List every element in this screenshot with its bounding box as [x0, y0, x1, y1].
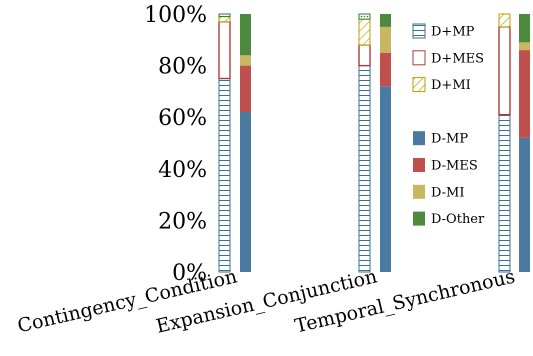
legend-label: D+MI [431, 78, 471, 93]
y-tick-label: 60% [158, 106, 207, 131]
legend-label: D-MES [431, 159, 478, 174]
y-tick-label: 20% [158, 209, 207, 234]
bar-segment-d-other-1 [358, 13, 371, 20]
legend-label: D-MI [431, 185, 465, 200]
bar-segment-d-mp-0 [218, 78, 231, 273]
bar-segment-d-other-1 [380, 14, 391, 27]
legend-swatch [413, 158, 425, 172]
bar-segment-d-mp-1 [358, 65, 371, 273]
bars [218, 13, 530, 273]
legend-swatch [413, 211, 425, 226]
y-axis: 0% 20% 40% 60% 80% 100% [144, 3, 207, 286]
bar-segment-d-mi-2 [519, 42, 530, 51]
bar-segment-d-mes-1 [358, 44, 371, 67]
bar-segment-d-mi-0 [240, 55, 251, 66]
legend-swatch [413, 184, 425, 199]
bar-segment-d-mi-2 [498, 13, 511, 28]
legend-label: D+MP [431, 25, 475, 40]
y-tick-label: 0% [172, 261, 207, 286]
bar-segment-d-other-2 [519, 14, 530, 43]
legend-label: D-Other [431, 212, 485, 227]
legend-swatch [412, 23, 426, 39]
bar-segment-d-mi-1 [380, 26, 391, 53]
bar-segment-d-mp-2 [498, 114, 511, 273]
y-tick-label: 100% [144, 3, 207, 28]
bar-segment-d-mes-0 [240, 65, 251, 113]
bar-segment-d-mes-2 [519, 50, 530, 138]
legend-swatch [413, 131, 425, 146]
legend-label: D+MES [431, 51, 484, 66]
legend-swatch [412, 77, 426, 93]
bar-segment-d-mes-2 [498, 26, 511, 116]
bar-segment-d-other-0 [240, 14, 251, 56]
bar-segment-d-other-0 [218, 13, 231, 18]
bar-segment-d-mes-1 [380, 52, 391, 87]
y-tick-label: 80% [158, 55, 207, 80]
legend-label: D-MP [431, 132, 468, 147]
x-axis: Contingency_ConditionExpansion_Conjuncti… [15, 265, 517, 337]
legend-swatch [412, 50, 426, 66]
bar-segment-d-mes-0 [218, 21, 231, 80]
bar-segment-d-mi-0 [218, 16, 231, 23]
bar-segment-d-mp-1 [380, 86, 391, 273]
legend: D+MP D+MES D+MI D-MP D-MES D-MI D-Other [412, 23, 485, 227]
bar-segment-d-mp-2 [519, 137, 530, 272]
bar-segment-d-mi-1 [358, 18, 371, 46]
y-tick-label: 40% [158, 158, 207, 183]
bar-segment-d-mp-0 [240, 112, 251, 272]
